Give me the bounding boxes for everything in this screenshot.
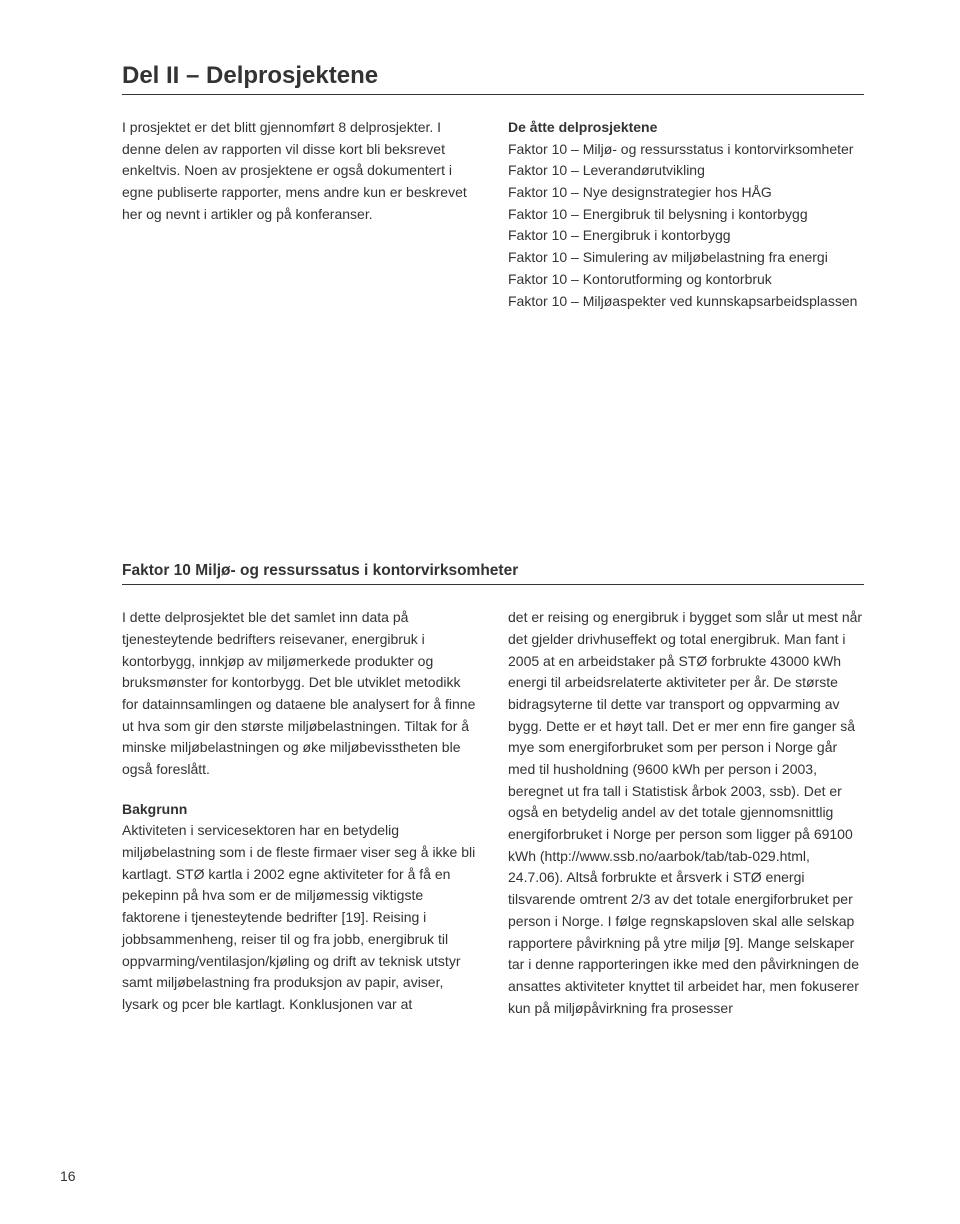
section-2-columns: I dette delprosjektet ble det samlet inn… [122,607,864,1019]
section-1-list-item-3: Faktor 10 – Energibruk til belysning i k… [508,204,864,226]
section-1-list-item-4: Faktor 10 – Energibruk i kontorbygg [508,225,864,247]
section-1-right-column: De åtte delprosjektene Faktor 10 – Miljø… [508,117,864,312]
section-2: Faktor 10 Miljø- og ressurssatus i konto… [122,562,864,1019]
section-1-list-item-5: Faktor 10 – Simulering av miljøbelastnin… [508,247,864,269]
section-1-left-paragraph: I prosjektet er det blitt gjennomført 8 … [122,117,478,225]
section-2-left-para-2: Aktiviteten i servicesektoren har en bet… [122,820,478,1015]
section-1-title: Del II – Delprosjektene [122,62,864,90]
section-2-right-para: det er reising og energibruk i bygget so… [508,607,864,1019]
section-1-right-heading: De åtte delprosjektene [508,117,864,139]
section-1-list-item-2: Faktor 10 – Nye designstrategier hos HÅG [508,182,864,204]
section-2-rule [122,584,864,585]
section-2-left-subheading: Bakgrunn [122,799,478,821]
section-1-list-item-7: Faktor 10 – Miljøaspekter ved kunnskapsa… [508,291,864,313]
section-1-columns: I prosjektet er det blitt gjennomført 8 … [122,117,864,312]
section-2-left-column: I dette delprosjektet ble det samlet inn… [122,607,478,1019]
section-1-list-item-1: Faktor 10 – Leverandørutvikling [508,160,864,182]
section-1-left-column: I prosjektet er det blitt gjennomført 8 … [122,117,478,312]
section-1-list-item-6: Faktor 10 – Kontorutforming og kontorbru… [508,269,864,291]
section-2-right-column: det er reising og energibruk i bygget so… [508,607,864,1019]
section-1-list-item-0: Faktor 10 – Miljø- og ressursstatus i ko… [508,139,864,161]
section-2-title: Faktor 10 Miljø- og ressurssatus i konto… [122,562,864,580]
section-1-rule [122,94,864,95]
section-2-left-para-1: I dette delprosjektet ble det samlet inn… [122,607,478,781]
page-number: 16 [60,1168,76,1184]
